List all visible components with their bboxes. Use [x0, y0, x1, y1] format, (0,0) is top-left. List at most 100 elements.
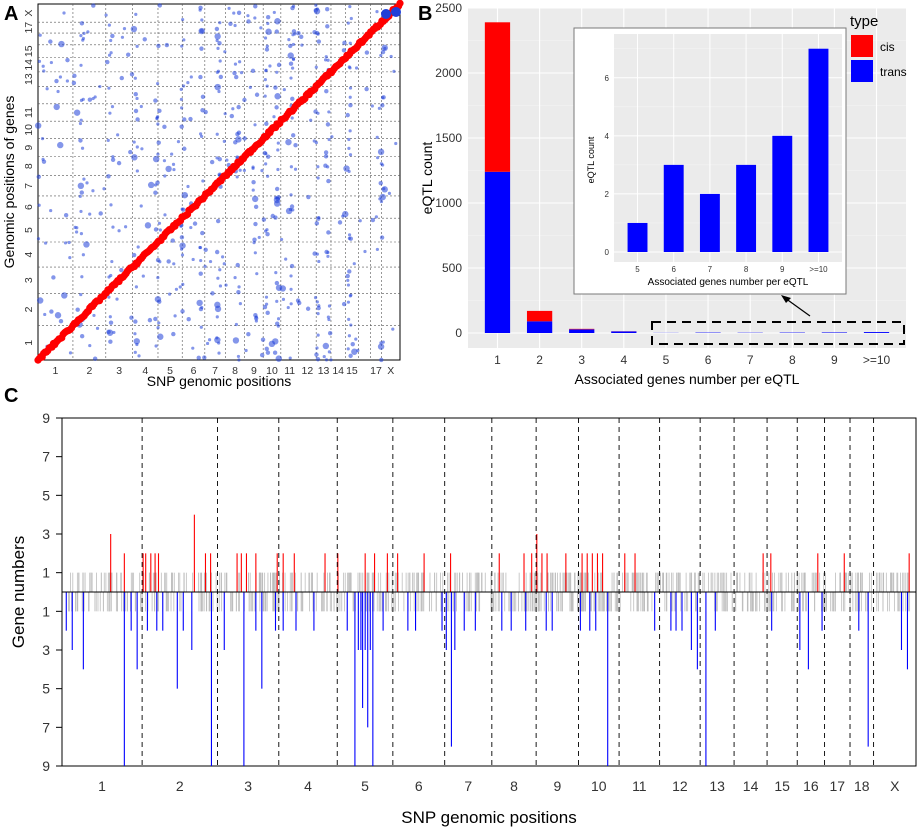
- bar-cis: [569, 328, 595, 330]
- trans-point: [323, 150, 329, 155]
- trans-point: [107, 23, 111, 27]
- trans-point: [342, 210, 349, 218]
- trans-point: [95, 326, 100, 330]
- trans-point: [36, 174, 41, 180]
- trans-point: [87, 97, 93, 102]
- trans-point: [291, 57, 296, 61]
- trans-point: [108, 315, 112, 319]
- trans-point: [218, 74, 224, 80]
- trans-point: [210, 291, 215, 296]
- y-tick-label: 5: [42, 487, 50, 503]
- trans-point: [288, 43, 293, 49]
- trans-point: [322, 342, 330, 350]
- trans-point: [83, 241, 90, 248]
- trans-point: [133, 92, 138, 97]
- trans-point: [290, 96, 295, 102]
- y-tick-label: 11: [23, 107, 35, 118]
- trans-point: [233, 275, 237, 280]
- trans-point: [41, 157, 45, 161]
- trans-point: [314, 3, 318, 7]
- y-tick-label: 1000: [435, 196, 462, 210]
- trans-point: [203, 109, 208, 115]
- trans-point: [244, 348, 248, 353]
- scatter-points: [34, 0, 404, 364]
- trans-point: [37, 59, 42, 63]
- trans-point: [223, 112, 227, 116]
- trans-point: [105, 59, 110, 65]
- trans-point: [134, 285, 138, 289]
- trans-point: [252, 237, 257, 242]
- trans-point: [92, 356, 98, 361]
- y-tick-label: 5: [42, 681, 50, 697]
- trans-point: [164, 42, 170, 48]
- trans-point: [124, 225, 128, 229]
- x-tick-label: 4: [304, 778, 312, 794]
- trans-point: [217, 156, 222, 162]
- trans-point: [316, 312, 320, 316]
- trans-point: [375, 9, 379, 14]
- trans-point: [37, 203, 41, 207]
- trans-point: [246, 14, 250, 18]
- trans-point: [349, 293, 353, 297]
- trans-point: [382, 187, 386, 191]
- trans-point: [223, 50, 227, 54]
- trans-point: [79, 209, 83, 214]
- y-tick-label: 6: [23, 204, 35, 210]
- trans-point: [181, 84, 186, 88]
- trans-point: [272, 350, 278, 355]
- trans-point: [315, 252, 319, 256]
- trans-point: [238, 168, 242, 172]
- trans-point: [186, 184, 190, 189]
- trans-point: [82, 177, 86, 181]
- inset-bar: [772, 135, 793, 252]
- trans-point: [329, 358, 333, 362]
- trans-point: [237, 358, 241, 362]
- y-tick-label: 2000: [435, 66, 462, 80]
- panel-label-c: C: [4, 385, 18, 407]
- trans-point: [274, 186, 280, 192]
- trans-point: [376, 156, 380, 160]
- trans-point: [266, 21, 270, 26]
- trans-point: [116, 160, 122, 166]
- y-axis-title: Genomic positions of genes: [1, 96, 17, 269]
- trans-point: [120, 35, 125, 39]
- trans-point: [313, 296, 318, 300]
- x-tick-label: 15: [346, 365, 358, 377]
- trans-point: [200, 18, 204, 22]
- trans-point: [216, 46, 220, 51]
- x-tick-label: 6: [705, 353, 712, 367]
- trans-point: [354, 337, 358, 341]
- trans-point: [85, 181, 89, 185]
- trans-point: [37, 297, 44, 304]
- trans-point: [155, 116, 159, 120]
- trans-point: [189, 225, 193, 230]
- trans-point: [141, 274, 145, 278]
- trans-point: [305, 306, 311, 311]
- inset-x-tick-label: >=10: [809, 265, 828, 274]
- trans-point: [314, 65, 318, 69]
- x-tick-label: 12: [672, 778, 688, 794]
- trans-point: [110, 105, 115, 109]
- trans-point: [130, 25, 138, 33]
- trans-point: [133, 76, 137, 80]
- bar-cis: [526, 310, 553, 322]
- y-tick-label: 1: [42, 603, 50, 619]
- trans-point: [299, 34, 304, 40]
- trans-point: [316, 39, 322, 44]
- trans-point: [377, 343, 385, 350]
- inset-x-tick-label: 6: [671, 265, 676, 274]
- inset-bar: [699, 193, 720, 252]
- trans-point: [157, 108, 162, 114]
- trans-point: [49, 309, 54, 314]
- x-tick-label: 2: [536, 353, 543, 367]
- x-tick-label: 4: [620, 353, 627, 367]
- trans-point: [62, 11, 66, 15]
- trans-point: [125, 52, 131, 57]
- trans-point: [232, 337, 240, 344]
- y-tick-label: 9: [42, 758, 50, 774]
- trans-point: [108, 339, 113, 344]
- x-tick-label: 8: [232, 365, 238, 377]
- trans-point: [379, 199, 384, 204]
- trans-point: [214, 305, 222, 313]
- trans-point: [182, 146, 187, 151]
